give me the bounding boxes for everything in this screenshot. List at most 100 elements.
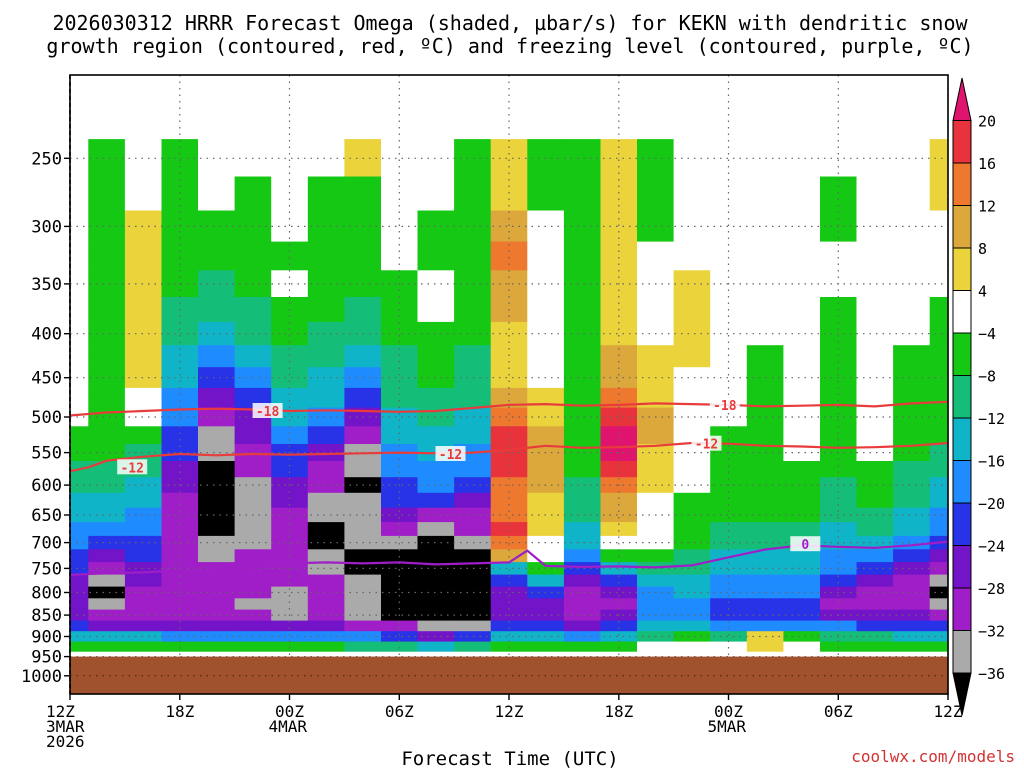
omega-cell: [417, 75, 455, 140]
omega-cell: [307, 651, 345, 658]
omega-cell: [344, 549, 382, 563]
colorbar-swatch: [952, 630, 972, 674]
omega-cell: [490, 241, 528, 271]
omega-cell: [417, 507, 455, 523]
omega-cell: [70, 407, 89, 427]
omega-cell: [88, 176, 126, 212]
omega-cell: [563, 562, 602, 576]
omega-cell: [198, 297, 236, 323]
omega-cell: [820, 574, 858, 588]
omega-cell: [124, 651, 163, 658]
omega-cell: [783, 507, 821, 523]
omega-cell: [637, 620, 675, 632]
omega-cell: [124, 176, 163, 212]
omega-cell: [161, 75, 199, 140]
omega-cell: [637, 297, 675, 323]
omega-cell: [417, 407, 455, 427]
omega-cell: [856, 609, 894, 622]
omega-cell: [563, 598, 602, 611]
omega-cell: [271, 598, 309, 611]
omega-cell: [563, 426, 602, 445]
omega-cell: [417, 562, 455, 576]
omega-cell: [88, 631, 126, 643]
omega-cell: [929, 444, 948, 462]
omega-cell: [710, 210, 748, 243]
omega-cell: [88, 321, 126, 346]
omega-cell: [490, 367, 528, 389]
omega-cell: [893, 507, 931, 523]
omega-cell: [198, 522, 236, 537]
omega-cell: [417, 139, 455, 178]
omega-cell: [600, 507, 638, 523]
omega-cell: [893, 492, 931, 509]
colorbar-label: 4: [978, 283, 987, 301]
omega-cell: [673, 139, 711, 178]
omega-cell: [710, 139, 748, 178]
omega-cell: [929, 586, 948, 599]
omega-cell: [673, 270, 711, 298]
omega-cell: [746, 609, 784, 622]
omega-cell: [70, 210, 89, 243]
omega-cell: [563, 321, 602, 346]
omega-cell: [417, 631, 455, 643]
omega-cell: [307, 345, 345, 368]
omega-cell: [746, 176, 784, 212]
omega-cell: [673, 461, 711, 478]
omega-cell: [673, 176, 711, 212]
omega-cell: [88, 651, 126, 658]
y-tick-label: 1000: [21, 667, 62, 687]
omega-cell: [161, 407, 199, 427]
omega-cell: [344, 574, 382, 588]
x-tick-label: 3MAR: [46, 717, 85, 736]
omega-cell: [381, 631, 419, 643]
y-tick-label: 550: [31, 444, 62, 464]
omega-cell: [490, 321, 528, 346]
x-tick-label: 00Z: [714, 702, 743, 721]
omega-cell: [88, 535, 126, 550]
omega-cell: [88, 598, 126, 611]
omega-cell: [490, 641, 528, 653]
omega-cell: [893, 641, 931, 653]
omega-cell: [929, 176, 948, 212]
omega-cell: [783, 270, 821, 298]
omega-cell: [198, 321, 236, 346]
omega-cell: [673, 507, 711, 523]
omega-cell: [88, 574, 126, 588]
omega-cell: [198, 507, 236, 523]
omega-cell: [307, 387, 345, 409]
omega-cell: [637, 549, 675, 563]
omega-cell: [454, 210, 492, 243]
omega-cell: [454, 522, 492, 537]
omega-cell: [490, 522, 528, 537]
omega-cell: [563, 210, 602, 243]
omega-cell: [893, 407, 931, 427]
omega-cell: [710, 522, 748, 537]
omega-cell: [710, 574, 748, 588]
omega-cell: [417, 651, 455, 658]
omega-cell: [198, 345, 236, 368]
omega-cell: [893, 598, 931, 611]
omega-cell: [307, 407, 345, 427]
contour-label: 0: [801, 538, 809, 553]
omega-cell: [856, 620, 894, 632]
colorbar-label: −36: [978, 665, 1005, 683]
omega-cell: [563, 139, 602, 178]
colorbar-swatch: [952, 587, 972, 631]
omega-cell: [198, 461, 236, 478]
omega-cell: [307, 270, 345, 298]
omega-cell: [490, 407, 528, 427]
omega-cell: [88, 477, 126, 494]
omega-cell: [783, 461, 821, 478]
omega-cell: [490, 631, 528, 643]
omega-cell: [893, 176, 931, 212]
omega-cell: [70, 321, 89, 346]
omega-cell: [88, 461, 126, 478]
omega-cell: [637, 176, 675, 212]
colorbar-swatch: [952, 247, 972, 291]
omega-cell: [710, 367, 748, 389]
omega-cell: [673, 75, 711, 140]
omega-cell: [417, 598, 455, 611]
omega-cell: [929, 641, 948, 653]
omega-cell: [454, 651, 492, 658]
